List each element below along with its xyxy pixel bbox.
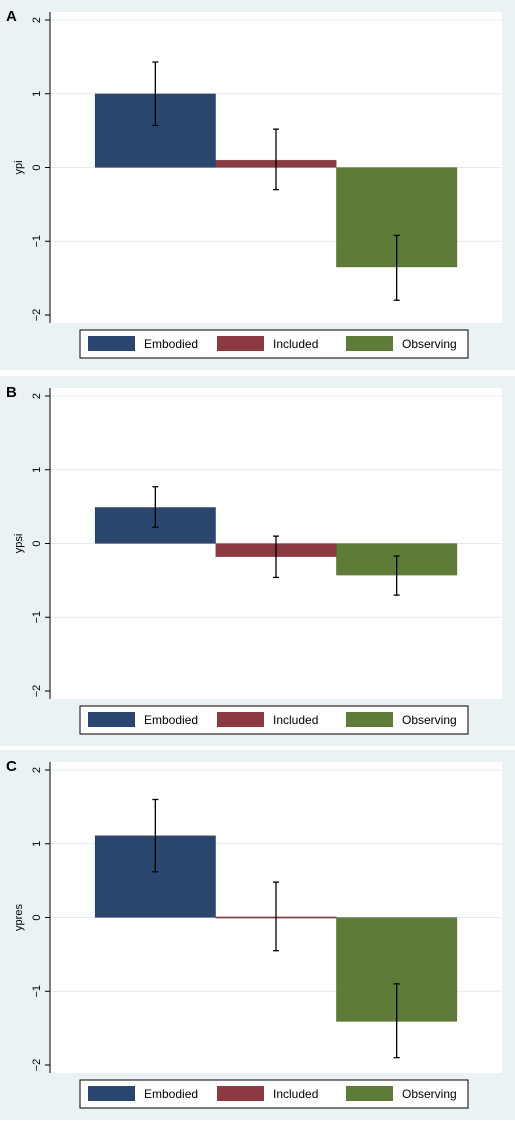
panel-c: C 2 1 0 −1 −2 ypres Embodied Included Observing	[0, 750, 515, 1120]
legend-swatch-embodied	[88, 1086, 135, 1101]
legend-label-observing: Observing	[402, 337, 457, 351]
y-tick-label: 2	[31, 393, 43, 399]
panel-label: A	[6, 8, 17, 25]
legend-box	[79, 1079, 469, 1109]
legend-swatch-embodied	[88, 336, 135, 351]
chart-a: 2 1 0 −1 −2 ypi Embodied Included Observing	[13, 12, 502, 359]
y-tick-label: 1	[31, 467, 43, 473]
y-tick-label: −2	[31, 685, 43, 698]
chart-b: 2 1 0 −1 −2 ypsi Embodied Included Observing	[13, 388, 502, 735]
y-tick-label: 0	[31, 164, 43, 170]
y-tick-label: −2	[31, 1059, 43, 1072]
y-tick-label: 0	[31, 914, 43, 920]
legend-swatch-observing	[346, 336, 393, 351]
panel-label: C	[6, 758, 17, 775]
legend-label-embodied: Embodied	[144, 337, 198, 351]
y-axis-title: ypres	[13, 904, 25, 931]
legend-label-included: Included	[273, 1087, 318, 1101]
y-tick-label: −2	[31, 309, 43, 322]
legend-label-embodied: Embodied	[144, 1087, 198, 1101]
legend-label-included: Included	[273, 337, 318, 351]
y-axis-title: ypsi	[13, 534, 25, 554]
legend-label-embodied: Embodied	[144, 713, 198, 727]
y-tick-label: 1	[31, 91, 43, 97]
legend-box	[79, 705, 469, 735]
panel-a: A 2 1 0 −1 −2 ypi Embodied Included Observing	[0, 0, 515, 370]
chart-c: 2 1 0 −1 −2 ypres Embodied Included Observing	[13, 762, 502, 1109]
legend-swatch-embodied	[88, 712, 135, 727]
panel-label: B	[6, 384, 17, 401]
y-tick-label: −1	[31, 985, 43, 998]
y-tick-label: 2	[31, 767, 43, 773]
legend-swatch-observing	[346, 1086, 393, 1101]
y-tick-label: −1	[31, 235, 43, 248]
legend-swatch-included	[217, 336, 264, 351]
legend-swatch-included	[217, 1086, 264, 1101]
y-tick-label: −1	[31, 611, 43, 624]
y-tick-label: 0	[31, 540, 43, 546]
legend-swatch-included	[217, 712, 264, 727]
legend-box	[79, 329, 469, 359]
panel-b: B 2 1 0 −1 −2 ypsi Embodied Included Observing	[0, 376, 515, 746]
y-tick-label: 2	[31, 17, 43, 23]
y-tick-label: 1	[31, 841, 43, 847]
legend-label-observing: Observing	[402, 713, 457, 727]
legend-label-observing: Observing	[402, 1087, 457, 1101]
legend-swatch-observing	[346, 712, 393, 727]
y-axis-title: ypi	[13, 160, 25, 174]
legend-label-included: Included	[273, 713, 318, 727]
